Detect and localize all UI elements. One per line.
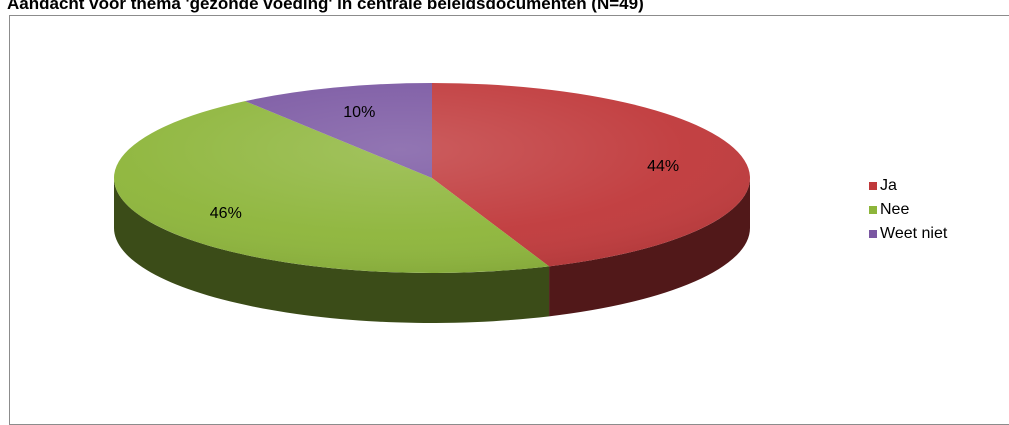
slice-label-ja: 44% <box>647 158 679 175</box>
legend-swatch-nee <box>869 206 877 214</box>
pie-chart: 44% 46% 10% <box>113 83 750 323</box>
legend-item-nee: Nee <box>869 198 947 222</box>
legend: Ja Nee Weet niet <box>869 174 947 246</box>
pie-side-nee <box>114 178 550 323</box>
legend-label-weet-niet: Weet niet <box>880 225 948 242</box>
legend-item-weet-niet: Weet niet <box>869 222 947 246</box>
pie-side-ja <box>549 178 750 317</box>
legend-label-nee: Nee <box>880 201 910 218</box>
legend-swatch-ja <box>869 182 877 190</box>
slice-label-nee: 46% <box>210 205 242 222</box>
legend-label-ja: Ja <box>880 177 897 194</box>
slice-label-weet-niet: 10% <box>343 104 375 121</box>
legend-swatch-weet-niet <box>869 230 877 238</box>
chart-title: Aandacht voor thema 'gezonde voeding' in… <box>7 0 644 13</box>
legend-item-ja: Ja <box>869 174 947 198</box>
